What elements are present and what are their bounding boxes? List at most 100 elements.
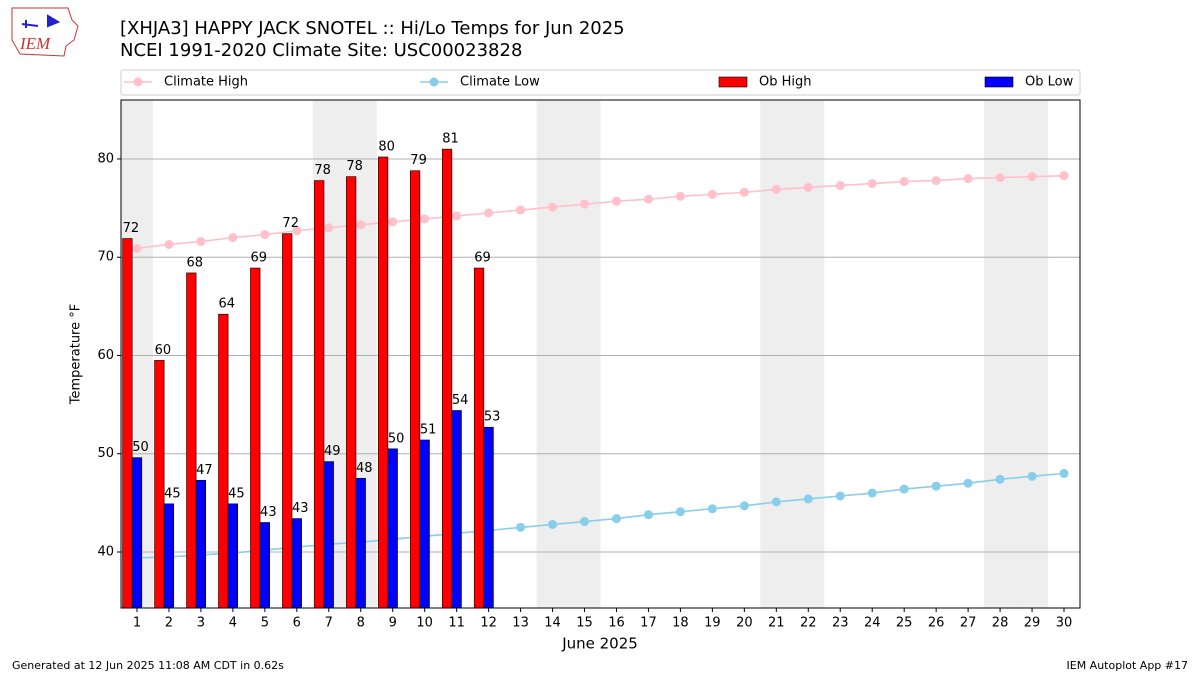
point [803, 494, 813, 504]
x-tick-label: 3 [197, 616, 205, 631]
bar [122, 238, 133, 609]
x-tick-label: 22 [800, 616, 817, 631]
legend-swatch [718, 76, 748, 88]
bar [346, 176, 357, 609]
legend-marker [429, 77, 439, 87]
point [835, 491, 845, 501]
x-tick-label: 2 [165, 616, 173, 631]
chart-subtitle: NCEI 1991-2020 Climate Site: USC00023828 [120, 40, 522, 61]
weekend-shade [792, 100, 825, 608]
x-tick-label: 10 [416, 616, 433, 631]
weekend-shade [568, 100, 601, 608]
point [739, 501, 749, 511]
bar [483, 426, 494, 609]
bar [314, 180, 325, 609]
weekend-shade [1016, 100, 1049, 608]
x-tick-label: 13 [512, 616, 529, 631]
point [963, 478, 973, 488]
point [356, 220, 366, 230]
line [136, 174, 1065, 250]
chart-title: [XHJA3] HAPPY JACK SNOTEL :: Hi/Lo Temps… [120, 18, 625, 39]
x-tick-label: 26 [928, 616, 945, 631]
y-tick-label: 40 [97, 544, 114, 559]
legend-marker [133, 77, 143, 87]
data-label: 50 [132, 440, 149, 455]
bar [154, 360, 165, 609]
point [292, 226, 302, 236]
x-tick-label: 14 [544, 616, 561, 631]
point [516, 522, 526, 532]
y-axis-label: Temperature °F [69, 304, 84, 405]
bar [419, 439, 430, 609]
legend-label: Climate Low [460, 75, 540, 90]
point [675, 507, 685, 517]
point [803, 182, 813, 192]
point [643, 510, 653, 520]
footer-left: Generated at 12 Jun 2025 11:08 AM CDT in… [12, 659, 284, 672]
data-label: 43 [260, 505, 277, 520]
point [707, 504, 717, 514]
point [196, 236, 206, 246]
data-label: 69 [250, 251, 267, 266]
y-tick-label: 70 [97, 250, 114, 265]
point [1059, 171, 1069, 181]
point [580, 199, 590, 209]
point [899, 484, 909, 494]
x-tick-label: 25 [896, 616, 913, 631]
bar [250, 267, 261, 609]
data-label: 49 [324, 444, 341, 459]
x-axis-label: June 2025 [561, 635, 638, 653]
point [611, 514, 621, 524]
bar [387, 448, 398, 609]
point [643, 194, 653, 204]
point [931, 176, 941, 186]
point [484, 208, 494, 218]
logo-text: IEM [19, 34, 51, 53]
bar [227, 503, 238, 609]
point [420, 214, 430, 224]
legend-label: Climate High [164, 75, 248, 90]
footer-right: IEM Autoplot App #17 [1067, 659, 1189, 672]
logo: IEM [11, 7, 79, 57]
y-tick-label: 50 [97, 446, 114, 461]
x-tick-label: 21 [768, 616, 785, 631]
point [675, 191, 685, 201]
point [995, 474, 1005, 484]
point [899, 177, 909, 187]
point [771, 184, 781, 194]
point [611, 196, 621, 206]
data-label: 45 [228, 486, 245, 501]
data-label: 64 [218, 297, 235, 312]
x-tick-label: 23 [832, 616, 849, 631]
bar [378, 156, 389, 609]
bar [355, 477, 366, 609]
data-label: 68 [187, 255, 204, 270]
x-tick-label: 20 [736, 616, 753, 631]
x-tick-label: 24 [864, 616, 881, 631]
point [1027, 471, 1037, 481]
x-tick-label: 12 [480, 616, 497, 631]
x-tick-label: 17 [640, 616, 657, 631]
weekend-shade [984, 100, 1017, 608]
bar [131, 457, 143, 609]
point [771, 497, 781, 507]
point [132, 243, 142, 253]
x-tick-label: 28 [992, 616, 1009, 631]
data-label: 78 [346, 159, 363, 174]
bar [323, 461, 334, 609]
point [324, 223, 334, 233]
bar [186, 272, 197, 609]
logo-outline [11, 7, 79, 57]
bar [291, 518, 302, 609]
data-label: 78 [314, 163, 331, 178]
point [867, 488, 877, 498]
bar [451, 410, 462, 609]
x-tick-label: 29 [1024, 616, 1041, 631]
bar [259, 522, 270, 609]
x-tick-label: 9 [389, 616, 397, 631]
bar [282, 233, 293, 609]
point [548, 519, 558, 529]
bar [441, 148, 453, 609]
point [931, 481, 941, 491]
weekend-shade [536, 100, 569, 608]
